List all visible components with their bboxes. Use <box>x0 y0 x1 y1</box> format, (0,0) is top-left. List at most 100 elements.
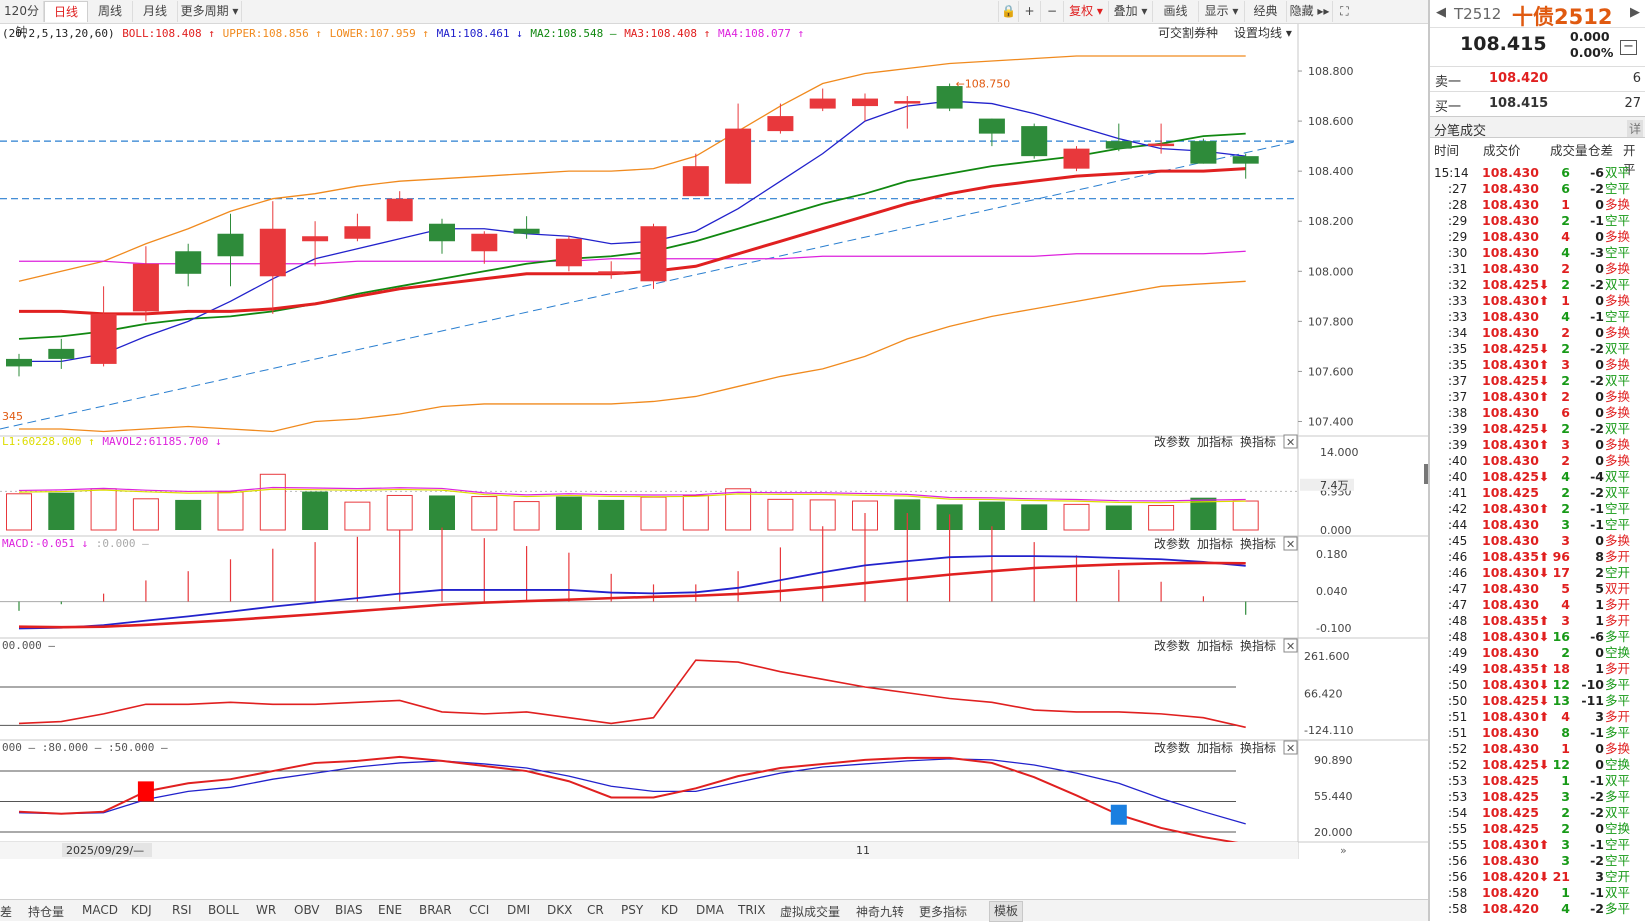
indicator-tab-14[interactable]: CR <box>587 903 604 917</box>
trade-price: 108.430 <box>1482 517 1539 532</box>
trade-time: :56 <box>1448 854 1468 868</box>
indicator-tab-18[interactable]: TRIX <box>738 903 766 917</box>
indicator-tab-16[interactable]: KD <box>661 903 679 917</box>
trade-header-3: 仓差 <box>1588 143 1614 158</box>
trade-type: 多换 <box>1605 261 1631 276</box>
zoom-in-button[interactable]: + <box>1018 1 1040 22</box>
indicator-tab-17[interactable]: DMA <box>696 903 724 917</box>
trade-oi-change: 0 <box>1595 229 1604 244</box>
trade-time: :53 <box>1448 790 1468 804</box>
trade-row: :41 108.425 2 -2 双平 <box>1430 485 1645 501</box>
lock-icon[interactable]: 🔒 <box>998 1 1018 22</box>
hide-button[interactable]: 隐藏 ▸▸ <box>1286 1 1332 22</box>
candle <box>1232 156 1259 164</box>
kline-chart[interactable]: 108.800 108.600 108.400 108.200 108.000 107.8… <box>0 24 1428 899</box>
indicator-tab-12[interactable]: DMI <box>507 903 531 917</box>
overlay-button[interactable]: 叠加 ▾ <box>1108 1 1152 22</box>
trade-price: 108.430 <box>1482 581 1539 596</box>
period-tab-3[interactable]: 月线 <box>133 1 178 22</box>
indicator-tab-9[interactable]: ENE <box>378 903 403 917</box>
candle <box>767 116 794 132</box>
trade-row: 15:14 108.430 6 -6 双平 <box>1430 165 1645 181</box>
indicator-tab-5[interactable]: BOLL <box>208 903 239 917</box>
kdj-axis-label: 20.000 <box>1314 826 1353 839</box>
trade-type: 双平 <box>1605 805 1631 820</box>
trade-time: :49 <box>1448 646 1468 660</box>
trade-type: 多换 <box>1605 357 1631 372</box>
zoom-out-button[interactable]: − <box>1040 1 1063 22</box>
indicator-tab-4[interactable]: RSI <box>172 903 192 917</box>
indicator-tab-3[interactable]: KDJ <box>131 903 152 917</box>
trades-detail-button[interactable]: 详 <box>1626 120 1643 137</box>
trade-price: 108.425⬇ <box>1482 469 1550 484</box>
indicator-tab-15[interactable]: PSY <box>621 903 644 917</box>
adjust-button[interactable]: 复权 ▾ <box>1063 1 1108 22</box>
indicator-tab-0[interactable]: 差 <box>0 905 13 919</box>
volume-bar <box>429 495 455 530</box>
trade-volume: 8 <box>1561 725 1570 740</box>
trade-type: 空平 <box>1605 181 1631 196</box>
volume-bar <box>302 491 329 530</box>
close-panel-icon-1: ✕ <box>1286 436 1295 449</box>
indicator-tab-8[interactable]: BIAS <box>335 903 363 917</box>
period-tab-2[interactable]: 周线 <box>88 1 133 22</box>
trade-type: 空平 <box>1605 309 1631 324</box>
trade-row: :35 108.430⬆ 3 0 多换 <box>1430 357 1645 373</box>
trade-oi-change: -2 <box>1590 341 1604 356</box>
trade-volume: 3 <box>1561 517 1570 532</box>
trade-volume: 2 <box>1561 341 1570 356</box>
fullscreen-icon[interactable]: ⛶ <box>1332 1 1356 22</box>
switch-indicator-button-2: 换指标 <box>1240 536 1276 551</box>
trade-row: :39 108.430⬆ 3 0 多换 <box>1430 437 1645 453</box>
trade-oi-change: 0 <box>1595 325 1604 340</box>
indicator-tab-2[interactable]: MACD <box>82 903 118 917</box>
display-button[interactable]: 显示 ▾ <box>1198 1 1244 22</box>
trade-volume: 3 <box>1561 789 1570 804</box>
trade-price: 108.430⬇ <box>1482 565 1550 580</box>
indicator-tab-6[interactable]: WR <box>256 903 277 917</box>
macd-dea-line <box>18 561 1246 629</box>
volume-bar <box>48 492 75 530</box>
candle <box>386 198 413 222</box>
indicator-tab-20[interactable]: 神奇九转 <box>856 905 905 919</box>
indicator-tab-13[interactable]: DKX <box>547 903 573 917</box>
indicator-tab-7[interactable]: OBV <box>294 903 320 917</box>
macd-readout-0: MACD:-0.051 ↓ <box>2 537 88 550</box>
volume-bar <box>978 501 1005 530</box>
trade-row: :42 108.430⬆ 2 -1 空平 <box>1430 501 1645 517</box>
next-contract-icon[interactable]: ▶ <box>1630 5 1640 20</box>
ma3-line <box>19 167 1246 316</box>
trade-oi-change: -2 <box>1590 421 1604 436</box>
indicator-tab-10[interactable]: BRAR <box>419 903 452 917</box>
indicator-tab-1[interactable]: 持仓量 <box>28 905 65 919</box>
period-tab-0[interactable]: 120分钟 <box>0 1 44 39</box>
trade-row: :48 108.435⬆ 3 1 多开 <box>1430 613 1645 629</box>
classic-button[interactable]: 经典 <box>1244 1 1286 22</box>
volume-axis-label: 0.000 <box>1320 524 1352 537</box>
trade-type: 空平 <box>1605 853 1631 868</box>
indicator-tab-11[interactable]: CCI <box>469 903 490 917</box>
draw-button[interactable]: 画线 <box>1152 1 1198 22</box>
volume-bar <box>640 496 667 531</box>
collapse-icon[interactable]: − <box>1620 40 1637 55</box>
trade-price: 108.430 <box>1482 325 1539 340</box>
trade-oi-change: 1 <box>1595 661 1604 676</box>
boll-lower-line <box>19 280 1246 433</box>
period-tab-1[interactable]: 日线 <box>44 1 88 22</box>
prev-contract-icon[interactable]: ◀ <box>1436 5 1446 20</box>
trade-price: 108.430 <box>1482 725 1539 740</box>
trade-type: 多开 <box>1605 709 1631 724</box>
indicator-tab-19[interactable]: 虚拟成交量 <box>780 905 841 919</box>
trade-row: :39 108.425⬇ 2 -2 双平 <box>1430 421 1645 437</box>
trade-volume: 4 <box>1561 469 1570 484</box>
trade-time: :52 <box>1448 742 1468 756</box>
trade-volume: 12 <box>1552 757 1570 772</box>
ma2-line <box>18 132 1246 340</box>
trade-row: :49 108.430 2 0 空换 <box>1430 645 1645 661</box>
trade-price: 108.435⬆ <box>1482 613 1550 628</box>
period-tab-4[interactable]: 更多周期 ▾ <box>178 1 242 22</box>
ask-volume: 6 <box>1632 71 1641 86</box>
indicator-tab-21[interactable]: 更多指标 <box>919 905 968 919</box>
trade-volume: 2 <box>1561 645 1570 660</box>
indicator-tab-22[interactable]: 模板 <box>989 901 1024 922</box>
